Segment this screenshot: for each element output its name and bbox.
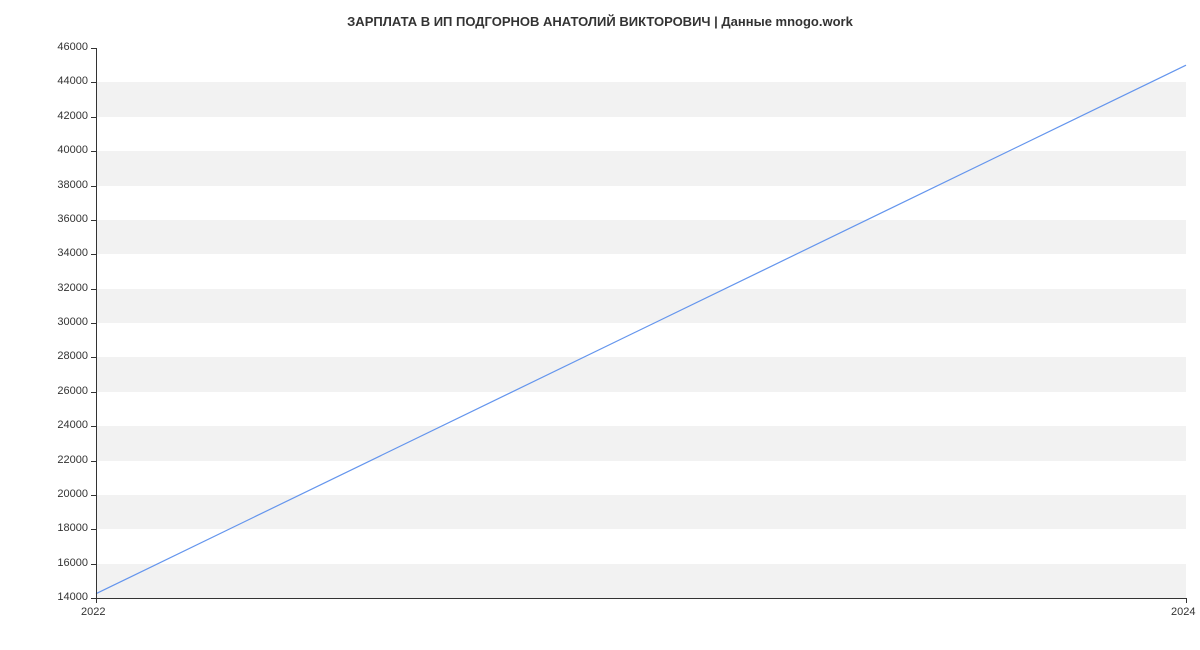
y-tick-label: 44000: [57, 75, 88, 87]
chart-container: 14000 16000 18000 20000 22000 24000 26000 28000…: [0, 0, 1200, 650]
y-tick-label: 22000: [57, 454, 88, 466]
y-axis-line: [96, 48, 97, 598]
series-layer: [96, 48, 1186, 598]
y-tick-label: 40000: [57, 144, 88, 156]
x-tick-label: 2022: [81, 606, 105, 618]
y-tick-label: 36000: [57, 213, 88, 225]
series-line-salary: [96, 65, 1186, 594]
y-tick-label: 14000: [57, 591, 88, 603]
y-tick-label: 18000: [57, 522, 88, 534]
plot-area: [96, 48, 1186, 598]
x-tick-mark: [1186, 598, 1187, 603]
y-tick-label: 20000: [57, 488, 88, 500]
y-tick-label: 42000: [57, 110, 88, 122]
y-tick-label: 26000: [57, 385, 88, 397]
x-axis-line: [96, 598, 1186, 599]
y-tick-label: 30000: [57, 316, 88, 328]
y-tick-label: 32000: [57, 282, 88, 294]
y-tick-label: 34000: [57, 247, 88, 259]
y-tick-label: 38000: [57, 179, 88, 191]
y-tick-label: 16000: [57, 557, 88, 569]
y-tick-label: 24000: [57, 419, 88, 431]
y-tick-label: 28000: [57, 350, 88, 362]
x-tick-label: 2024: [1171, 606, 1195, 618]
y-tick-label: 46000: [57, 41, 88, 53]
